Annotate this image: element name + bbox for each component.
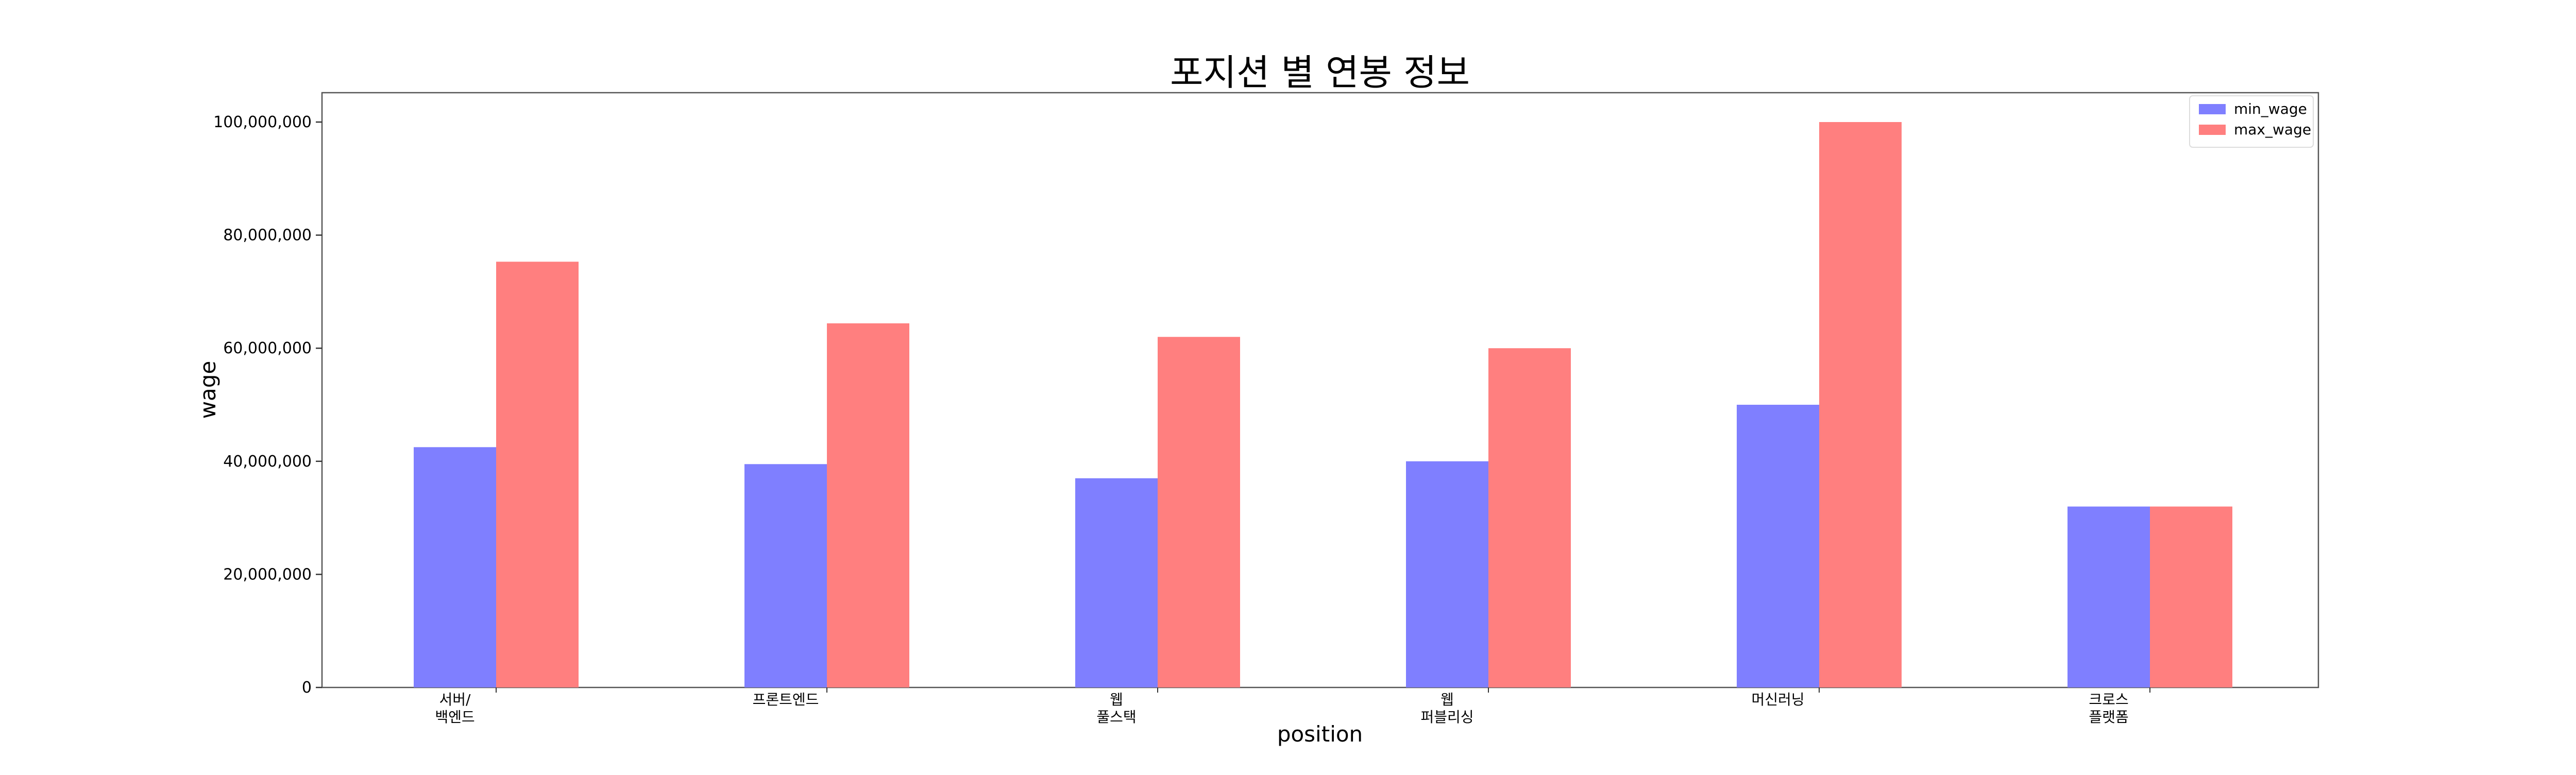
x-tick-label: 웹 퍼블리싱 [1420,691,1473,726]
y-tick-label: 60,000,000 [223,339,312,357]
x-tick-label: 서버/백엔드 [435,691,474,726]
bar-max_wage [827,323,909,687]
legend-label-min_wage: min_wage [2234,100,2307,117]
bar-min_wage [1406,461,1488,687]
bar-min_wage [1075,478,1158,687]
bar-max_wage [1488,348,1571,687]
y-axis: 0 20,000,000 40,000,000 60,000,000 80,000,00… [213,113,322,697]
bar-max_wage [496,262,579,687]
bar-max_wage [1158,337,1240,687]
legend-swatch-max_wage [2199,125,2226,135]
y-tick-label: 100,000,000 [213,113,312,131]
y-tick-label: 20,000,000 [223,565,312,583]
legend: min_wage max_wage [2189,95,2314,148]
bar-min_wage [414,447,496,687]
x-axis-title: position [1277,721,1363,747]
x-tick-label: 프론트엔드 [753,691,819,708]
x-tick-label: 웹 풀스택 [1096,691,1136,726]
legend-label-max_wage: max_wage [2234,121,2311,138]
y-axis-title: wage [195,361,221,419]
bar-min_wage [744,464,827,687]
x-axis: 서버/백엔드 프론트엔드 웹 풀스택 웹 퍼블리싱 머신러닝 크로스 플랫폼 [435,687,2150,726]
bar-min_wage [2067,506,2150,687]
y-tick-label: 40,000,000 [223,453,312,471]
x-tick-label: 머신러닝 [1751,691,1804,708]
y-tick-label: 80,000,000 [223,227,312,245]
bar-min_wage [1737,405,1819,687]
x-tick-label: 크로스 플랫폼 [2089,691,2128,726]
legend-swatch-min_wage [2199,104,2226,114]
plot-area-frame [321,92,2319,688]
bars-group [414,122,2232,687]
bar-max_wage [1819,122,1902,687]
chart-title: 포지션 별 연봉 정보 [1170,51,1470,94]
bar-max_wage [2150,506,2232,687]
y-tick-label: 0 [302,679,312,697]
